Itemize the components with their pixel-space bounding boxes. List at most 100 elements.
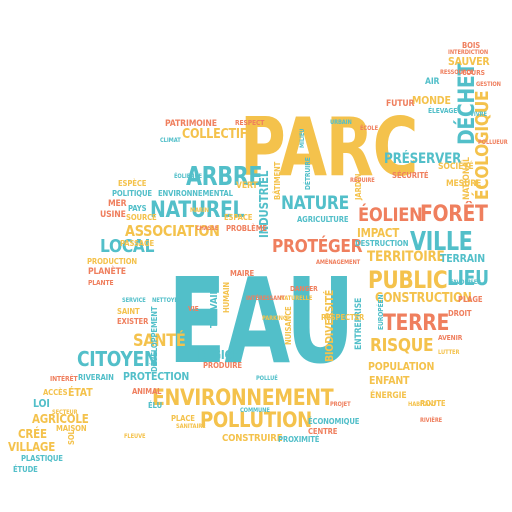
word-vivre: VIVRE — [470, 111, 487, 118]
word-village: VILLAGE — [8, 440, 56, 454]
word-environnement: ENVIRONNEMENT — [152, 386, 334, 411]
word-national: NATIONAL — [462, 157, 472, 200]
word-nature: NATURE — [281, 192, 349, 214]
word-exister: EXISTER — [117, 317, 149, 326]
word-projet: PROJET — [330, 401, 351, 408]
word-bois: BOIS — [462, 41, 481, 50]
word-lieu: LIEU — [447, 266, 489, 290]
word-route: ROUTE — [420, 399, 446, 408]
word-monde: MONDE — [412, 94, 451, 107]
word-ressource: RESSOURCE — [440, 69, 474, 76]
word-commune: COMMUNE — [240, 407, 270, 414]
word-cours: COURS — [462, 69, 485, 77]
word-foret: FORÊT — [420, 202, 488, 227]
word-respecter: RESPECTER — [321, 313, 365, 322]
word-pollution: POLLUTION — [200, 408, 312, 432]
word-plante: PLANTE — [88, 279, 114, 287]
word-public: PUBLIC — [368, 266, 448, 294]
word-urbain: URBAIN — [330, 119, 352, 126]
word-enfant: ENFANT — [369, 374, 410, 387]
word-acces: ACCÈS — [43, 388, 68, 397]
word-proteger: PROTÉGER — [272, 236, 363, 257]
word-sauver: SAUVER — [448, 55, 490, 68]
word-economique: ÉCONOMIQUE — [308, 417, 360, 426]
word-population: POPULATION — [368, 360, 435, 373]
word-mer: MER — [108, 199, 127, 209]
word-plage: PLAGE — [458, 295, 483, 304]
word-etat: ÉTAT — [68, 386, 93, 399]
word-humain: HUMAIN — [222, 281, 231, 313]
word-environnemental: ENVIRONNEMENTAL — [158, 189, 233, 198]
word-energie: ÉNERGIE — [370, 391, 407, 401]
word-chasse: CHASSE — [196, 225, 219, 232]
word-lutter: LUTTER — [438, 349, 460, 356]
word-animal: ANIMAL — [132, 387, 162, 396]
word-cree: CRÉE — [18, 427, 47, 441]
word-terrain: TERRAIN — [440, 252, 485, 265]
word-societe: SOCIÉTÉ — [438, 162, 474, 172]
word-riverain: RIVERAIN — [78, 373, 114, 382]
word-espace: ESPACE — [224, 213, 253, 222]
word-sante: SANTÉ — [133, 331, 186, 351]
word-riviere: RIVIÈRE — [420, 417, 443, 424]
word-preserver: PRÉSERVER — [384, 151, 462, 167]
word-collectif: COLLECTIF — [182, 127, 248, 142]
word-risque: RISQUE — [370, 335, 434, 356]
word-respect: RESPECT — [235, 119, 265, 127]
word-local: LOCAL — [100, 236, 155, 257]
word-territoire: TERRITOIRE — [367, 249, 445, 265]
word-nettoyer: NETTOYER — [152, 297, 182, 304]
word-nuisance: NUISANCE — [284, 306, 293, 345]
word-elevage: ÉLEVAGE — [428, 107, 458, 115]
word-ecole: ÉCOLE — [360, 125, 379, 132]
word-favoriser: FAVORISER — [450, 279, 482, 286]
word-danger: DANGER — [290, 285, 318, 293]
word-developpement: DÉVELOPPEMENT — [150, 306, 159, 372]
word-destruction: DESTRUCTION — [355, 239, 409, 248]
word-maison: MAISON — [56, 424, 87, 433]
word-association: ASSOCIATION — [125, 222, 220, 240]
word-naturelle: NATURELLE — [280, 295, 313, 302]
word-marin: MARIN — [190, 207, 209, 214]
word-gestion: GESTION — [476, 81, 501, 88]
word-eolienne: ÉOLIENNE — [174, 173, 202, 180]
word-batiment: BÂTIMENT — [273, 161, 282, 200]
word-amenagement: AMÉNAGEMENT — [316, 259, 361, 266]
word-politique: POLITIQUE — [112, 189, 152, 198]
word-air: AIR — [425, 77, 440, 87]
word-loi: LOI — [33, 397, 50, 410]
word-service: SERVICE — [122, 297, 146, 304]
word-impact: IMPACT — [357, 226, 400, 240]
word-parking: PARKING — [262, 315, 288, 322]
word-detruire: DÉTRUIRE — [304, 157, 312, 190]
word-milieu: MILIEU — [299, 128, 306, 148]
word-region: RÉGION — [198, 348, 242, 362]
word-elu: ÉLU — [148, 401, 163, 410]
word-produire: PRODUIRE — [203, 361, 242, 370]
word-travail: TRAVAIL — [209, 289, 220, 328]
word-eau: EAU — [168, 252, 355, 390]
word-eolien: ÉOLIEN — [358, 204, 423, 226]
word-passage: PASSAGE — [120, 239, 155, 248]
word-reduire: RÉDUIRE — [350, 177, 375, 184]
word-construire: CONSTRUIRE — [222, 433, 283, 444]
word-saint: SAINT — [117, 307, 140, 316]
word-climat: CLIMAT — [160, 137, 181, 144]
word-vert: VERT — [236, 181, 258, 191]
word-avenir: AVENIR — [438, 334, 463, 342]
word-protection: PROTECTION — [123, 370, 190, 383]
word-naturel: NATUREL — [150, 198, 245, 223]
word-espece: ESPÈCE — [118, 179, 147, 188]
word-arbre: ARBRE — [186, 162, 263, 192]
word-futur: FUTUR — [386, 99, 415, 109]
word-pollueur: POLLUEUR — [478, 139, 508, 146]
word-plastique: PLASTIQUE — [21, 454, 63, 463]
word-agricole: AGRICOLE — [32, 412, 89, 426]
word-interessant: INTÉRESSANT — [246, 295, 285, 302]
word-habitant: HABITANT — [408, 401, 437, 408]
word-europeen: EUROPÉEN — [377, 294, 385, 330]
word-proximite: PROXIMITÉ — [278, 435, 320, 444]
word-citoyen: CITOYEN — [77, 347, 158, 371]
word-biodiversite: BIODIVERSITÉ — [323, 289, 336, 362]
